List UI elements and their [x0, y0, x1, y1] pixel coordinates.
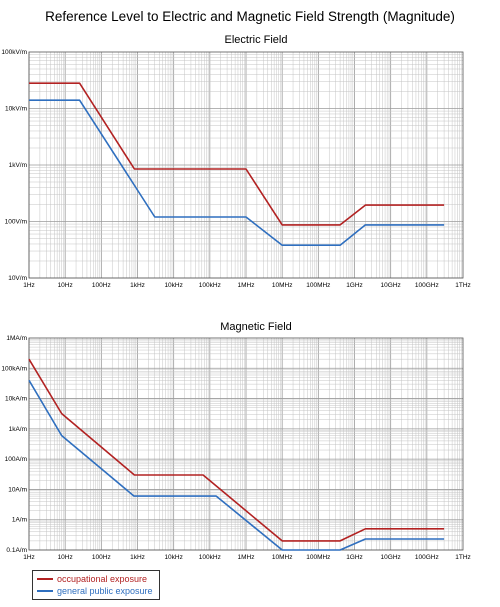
x-tick-label: 1kHz — [130, 554, 145, 561]
x-tick-label: 100GHz — [415, 554, 439, 561]
x-tick-label: 100MHz — [306, 282, 330, 289]
y-tick-label: 10kA/m — [5, 396, 27, 403]
series-line-occupational — [28, 358, 445, 542]
x-tick-label: 100GHz — [415, 282, 439, 289]
y-tick-label: 100A/m — [5, 456, 27, 463]
x-tick-label: 100Hz — [92, 554, 111, 561]
y-tick-label: 0.1A/m — [6, 547, 27, 554]
x-tick-label: 100MHz — [306, 554, 330, 561]
x-tick-label: 10Hz — [58, 282, 73, 289]
y-tick-label: 1kA/m — [9, 426, 27, 433]
page-title: Reference Level to Electric and Magnetic… — [45, 9, 455, 24]
x-tick-label: 1THz — [455, 282, 471, 289]
y-tick-label: 1A/m — [12, 517, 27, 524]
y-tick-label: 100kV/m — [1, 49, 27, 56]
x-tick-label: 1THz — [455, 554, 471, 561]
x-tick-label: 100Hz — [92, 282, 111, 289]
y-tick-label: 10kV/m — [5, 106, 27, 113]
magnetic-field-chart: Magnetic Field 1Hz 10Hz 100Hz 1kHz 10kHz 100kH… — [1, 321, 470, 561]
x-tick-label: 1MHz — [238, 554, 255, 561]
y-tick-label: 10V/m — [8, 275, 27, 282]
series-line-general-public — [28, 379, 445, 551]
electric-field-chart: Electric Field 1Hz 10Hz 100Hz 1kHz 10kHz 100kH… — [1, 34, 470, 289]
x-tick-label: 10MHz — [272, 554, 293, 561]
legend-label-occupational: occupational exposure — [57, 574, 148, 584]
x-tick-label: 10GHz — [381, 282, 401, 289]
x-tick-label: 10kHz — [164, 282, 182, 289]
series-line-occupational — [29, 82, 445, 226]
x-tick-label: 1kHz — [130, 282, 145, 289]
legend: occupational exposure general public exp… — [32, 570, 160, 600]
legend-item-occupational: occupational exposure — [37, 573, 153, 585]
chart-title: Magnetic Field — [220, 321, 292, 333]
x-tick-label: 10GHz — [381, 554, 401, 561]
x-tick-label: 10kHz — [164, 554, 182, 561]
y-tick-label: 10A/m — [8, 486, 27, 493]
x-tick-label: 1MHz — [238, 282, 255, 289]
legend-item-general-public: general public exposure — [37, 585, 153, 597]
y-tick-label: 100kA/m — [1, 365, 27, 372]
x-tick-label: 1Hz — [23, 554, 35, 561]
legend-swatch-general-public — [37, 590, 53, 592]
x-tick-label: 100kHz — [199, 554, 221, 561]
y-tick-label: 1kV/m — [9, 162, 27, 169]
x-tick-label: 100kHz — [199, 282, 221, 289]
x-tick-label: 10Hz — [58, 554, 73, 561]
chart-title: Electric Field — [225, 34, 288, 46]
legend-swatch-occupational — [37, 578, 53, 580]
plot-frame — [28, 337, 464, 551]
y-tick-label: 100V/m — [5, 219, 27, 226]
series-line-general-public — [29, 99, 445, 246]
x-tick-label: 1GHz — [346, 282, 363, 289]
plot-frame — [28, 51, 464, 279]
x-tick-label: 1Hz — [23, 282, 35, 289]
x-tick-label: 1GHz — [346, 554, 363, 561]
y-tick-label: 1MA/m — [6, 335, 27, 342]
x-tick-label: 10MHz — [272, 282, 293, 289]
legend-label-general-public: general public exposure — [57, 586, 153, 596]
